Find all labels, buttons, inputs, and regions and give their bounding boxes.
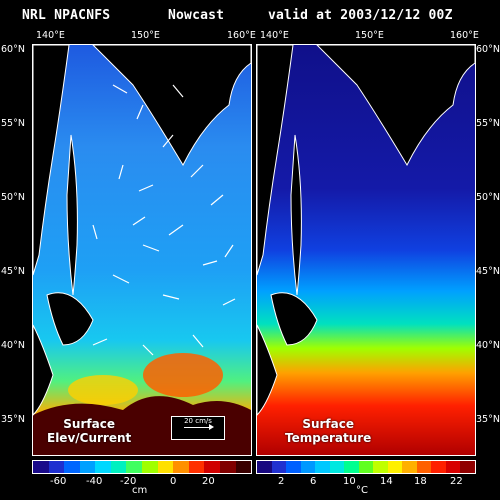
elev-tick-minus20: -20 — [120, 476, 137, 487]
lon-label-160-left: 160°E — [227, 30, 256, 41]
elevation-colorbar-swatch — [126, 461, 143, 473]
elevation-colorbar-swatch — [110, 461, 127, 473]
lat-label-60-right: 60°N — [476, 44, 500, 55]
elevation-colorbar-swatch — [95, 461, 111, 473]
elev-tick-20: 20 — [202, 476, 215, 487]
elev-tick-minus60: -60 — [50, 476, 67, 487]
temperature-colorbar-swatch — [445, 461, 461, 473]
temperature-field — [257, 45, 475, 455]
elevation-colorbar-swatch — [235, 461, 252, 473]
temperature-colorbar-swatch — [431, 461, 446, 473]
temp-tick-10: 10 — [343, 476, 356, 487]
surface-temperature-map: Surface Temperature — [256, 44, 476, 456]
surface-elevation-map: Surface Elev/Current 20 cm/s — [32, 44, 252, 456]
elevation-colorbar — [32, 460, 252, 474]
lon-label-140-right: 140°E — [260, 30, 289, 41]
lat-label-50: 50°N — [1, 192, 25, 203]
temp-tick-6: 6 — [310, 476, 317, 487]
valid-time: valid at 2003/12/12 00Z — [268, 8, 453, 23]
lat-label-55: 55°N — [1, 118, 25, 129]
elevation-field — [33, 45, 251, 455]
temp-tick-18: 18 — [414, 476, 427, 487]
temperature-colorbar-swatch — [257, 461, 272, 473]
forecast-type: Nowcast — [168, 8, 225, 23]
elevation-colorbar-swatch — [48, 461, 65, 473]
lat-label-35: 35°N — [1, 414, 25, 425]
lon-label-150-left: 150°E — [131, 30, 160, 41]
temp-unit: °C — [356, 485, 368, 496]
temp-tick-14: 14 — [380, 476, 393, 487]
temperature-colorbar-swatch — [358, 461, 374, 473]
lat-label-35-right: 35°N — [476, 414, 500, 425]
temperature-colorbar-swatch — [329, 461, 345, 473]
temperature-colorbar-swatch — [300, 461, 316, 473]
temperature-colorbar — [256, 460, 476, 474]
lon-label-160-right: 160°E — [450, 30, 479, 41]
lat-label-45: 45°N — [1, 266, 25, 277]
lon-label-150-right: 150°E — [355, 30, 384, 41]
lat-label-45-right: 45°N — [476, 266, 500, 277]
elevation-colorbar-swatch — [173, 461, 189, 473]
figure-title: NRL NPACNFS Nowcast valid at 2003/12/12 … — [0, 8, 500, 26]
model-name: NRL NPACNFS — [22, 8, 111, 23]
temp-tick-2: 2 — [278, 476, 285, 487]
elevation-colorbar-swatch — [204, 461, 220, 473]
elevation-colorbar-swatch — [219, 461, 236, 473]
lat-label-50-right: 50°N — [476, 192, 500, 203]
current-scale-legend: 20 cm/s — [171, 416, 225, 440]
temp-tick-22: 22 — [450, 476, 463, 487]
temperature-colorbar-swatch — [373, 461, 388, 473]
elevation-colorbar-swatch — [142, 461, 158, 473]
lat-label-55-right: 55°N — [476, 118, 500, 129]
elevation-colorbar-swatch — [64, 461, 80, 473]
temperature-colorbar-swatch — [344, 461, 359, 473]
scale-arrow-icon — [184, 424, 214, 430]
right-panel-label: Surface Temperature — [285, 417, 371, 445]
right-label-line1: Surface — [302, 417, 354, 431]
elevation-colorbar-swatch — [79, 461, 96, 473]
temperature-colorbar-swatch — [402, 461, 417, 473]
lat-label-60: 60°N — [1, 44, 25, 55]
temperature-colorbar-swatch — [271, 461, 287, 473]
right-label-line2: Temperature — [285, 431, 372, 445]
current-scale-text: 20 cm/s — [184, 417, 212, 425]
elev-tick-minus40: -40 — [86, 476, 103, 487]
temperature-colorbar-swatch — [286, 461, 301, 473]
temperature-colorbar-swatch — [416, 461, 432, 473]
left-panel-label: Surface Elev/Current — [47, 417, 131, 445]
elevation-colorbar-swatch — [188, 461, 205, 473]
temperature-colorbar-swatch — [315, 461, 330, 473]
lat-label-40-right: 40°N — [476, 340, 500, 351]
elevation-colorbar-swatch — [33, 461, 49, 473]
elevation-colorbar-swatch — [157, 461, 174, 473]
temperature-colorbar-swatch — [387, 461, 403, 473]
elev-tick-0: 0 — [170, 476, 177, 487]
left-label-line1: Surface — [63, 417, 115, 431]
lon-label-140-left: 140°E — [36, 30, 65, 41]
elev-unit: cm — [132, 485, 148, 496]
left-label-line2: Elev/Current — [47, 431, 132, 445]
lat-label-40: 40°N — [1, 340, 25, 351]
temperature-colorbar-swatch — [460, 461, 475, 473]
